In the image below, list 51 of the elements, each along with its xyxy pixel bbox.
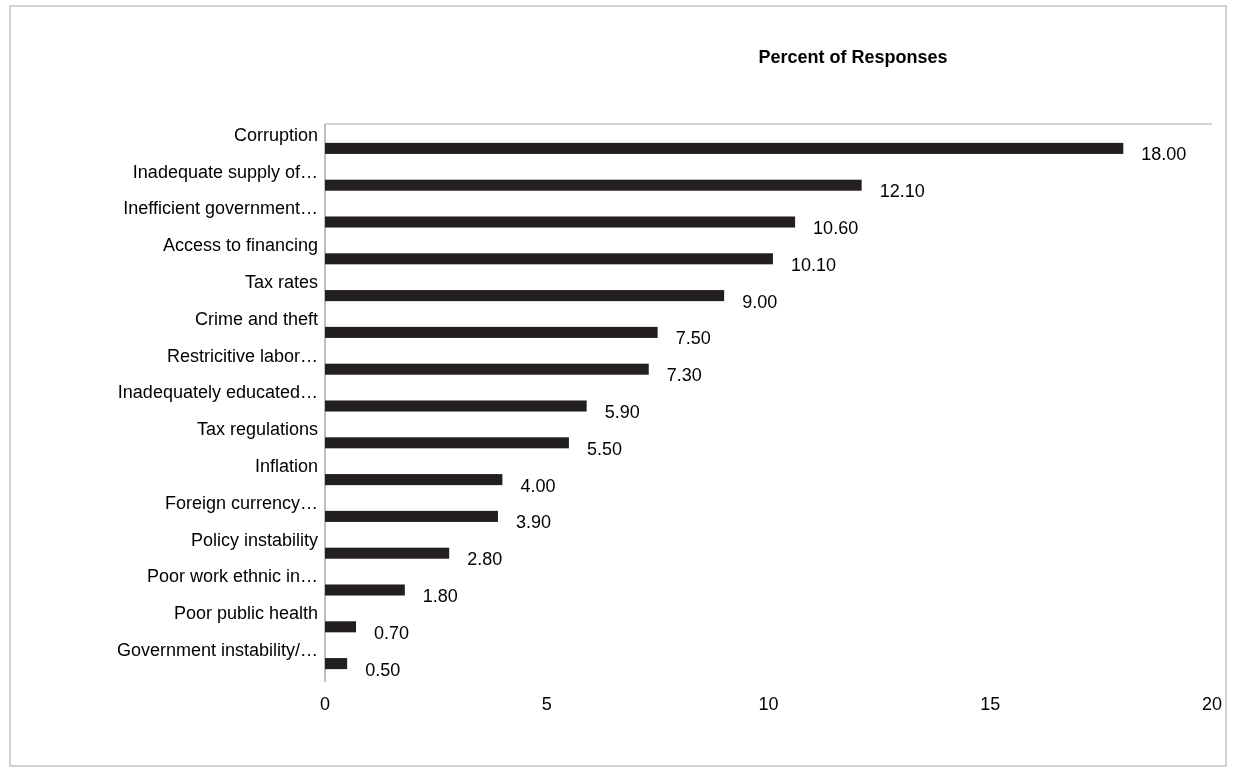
data-label: 10.60: [813, 218, 859, 238]
data-label: 5.90: [604, 402, 640, 422]
bar: [325, 253, 773, 265]
bar: [325, 363, 649, 375]
bar: [325, 400, 587, 412]
bar: [325, 547, 450, 559]
y-tick-label: Poor work ethnic in…: [146, 566, 318, 587]
y-tick-label: Inadequate supply of…: [132, 161, 318, 182]
data-label: 10.10: [790, 254, 836, 275]
bar: [325, 216, 796, 228]
data-label: 4.00: [520, 475, 556, 496]
bar: [325, 474, 503, 486]
data-label: 7.50: [675, 328, 711, 349]
data-label: 18.00: [1141, 144, 1187, 165]
bar: [325, 510, 498, 522]
bar: [325, 658, 348, 670]
data-label: 3.90: [515, 512, 552, 533]
bar: [325, 179, 862, 191]
data-label: 7.30: [666, 365, 702, 386]
data-label: 12.10: [879, 181, 925, 202]
y-tick-label: Inadequately educated…: [117, 382, 318, 403]
y-tick-label: Access to financing: [162, 235, 318, 256]
bar: [325, 621, 357, 633]
y-tick-label: Tax regulations: [196, 419, 318, 440]
data-label: 0.50: [365, 659, 401, 680]
data-label: 9.00: [742, 291, 778, 312]
bar: [325, 326, 658, 338]
y-tick-label: Crime and theft: [194, 308, 318, 329]
y-tick-label: Tax rates: [244, 272, 318, 293]
y-tick-label: Government instability/…: [116, 640, 318, 661]
x-tick-label: 15: [980, 694, 1001, 714]
bar: [325, 142, 1124, 154]
data-label: 0.70: [374, 622, 410, 643]
y-tick-label: Inflation: [254, 456, 318, 477]
x-tick-label: 20: [1201, 694, 1223, 714]
data-label: 1.80: [422, 586, 458, 606]
data-label: 5.50: [586, 438, 622, 459]
y-tick-label: Policy instability: [190, 529, 318, 550]
y-tick-label: Poor public health: [173, 603, 318, 624]
chart-title: Percent of Responses: [758, 47, 948, 67]
x-tick-label: 0: [319, 694, 331, 714]
y-tick-label: Restricitive labor…: [166, 345, 318, 366]
y-tick-label: Foreign currency…: [164, 492, 318, 513]
bar: [325, 437, 569, 449]
data-label: 2.80: [467, 549, 503, 570]
y-tick-label: Inefficient government…: [123, 198, 318, 219]
y-tick-label: Corruption: [233, 124, 318, 145]
x-tick-label: 5: [541, 694, 552, 714]
bar: [325, 584, 405, 596]
bar: [325, 290, 725, 302]
x-tick-label: 10: [758, 694, 779, 714]
